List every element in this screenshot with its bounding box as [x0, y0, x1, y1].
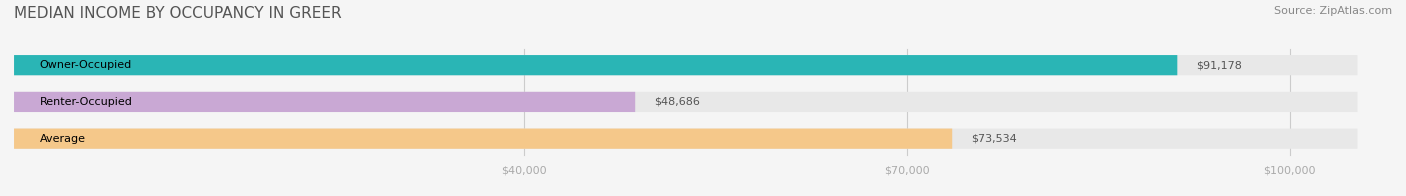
FancyBboxPatch shape — [14, 55, 1177, 75]
FancyBboxPatch shape — [14, 92, 636, 112]
Text: $73,534: $73,534 — [972, 134, 1017, 144]
FancyBboxPatch shape — [14, 92, 1358, 112]
Text: MEDIAN INCOME BY OCCUPANCY IN GREER: MEDIAN INCOME BY OCCUPANCY IN GREER — [14, 6, 342, 21]
Text: Average: Average — [39, 134, 86, 144]
Text: Owner-Occupied: Owner-Occupied — [39, 60, 132, 70]
FancyBboxPatch shape — [14, 129, 952, 149]
Text: $48,686: $48,686 — [654, 97, 700, 107]
FancyBboxPatch shape — [14, 129, 1358, 149]
FancyBboxPatch shape — [14, 55, 1358, 75]
Text: Source: ZipAtlas.com: Source: ZipAtlas.com — [1274, 6, 1392, 16]
Text: Renter-Occupied: Renter-Occupied — [39, 97, 132, 107]
Text: $91,178: $91,178 — [1197, 60, 1243, 70]
